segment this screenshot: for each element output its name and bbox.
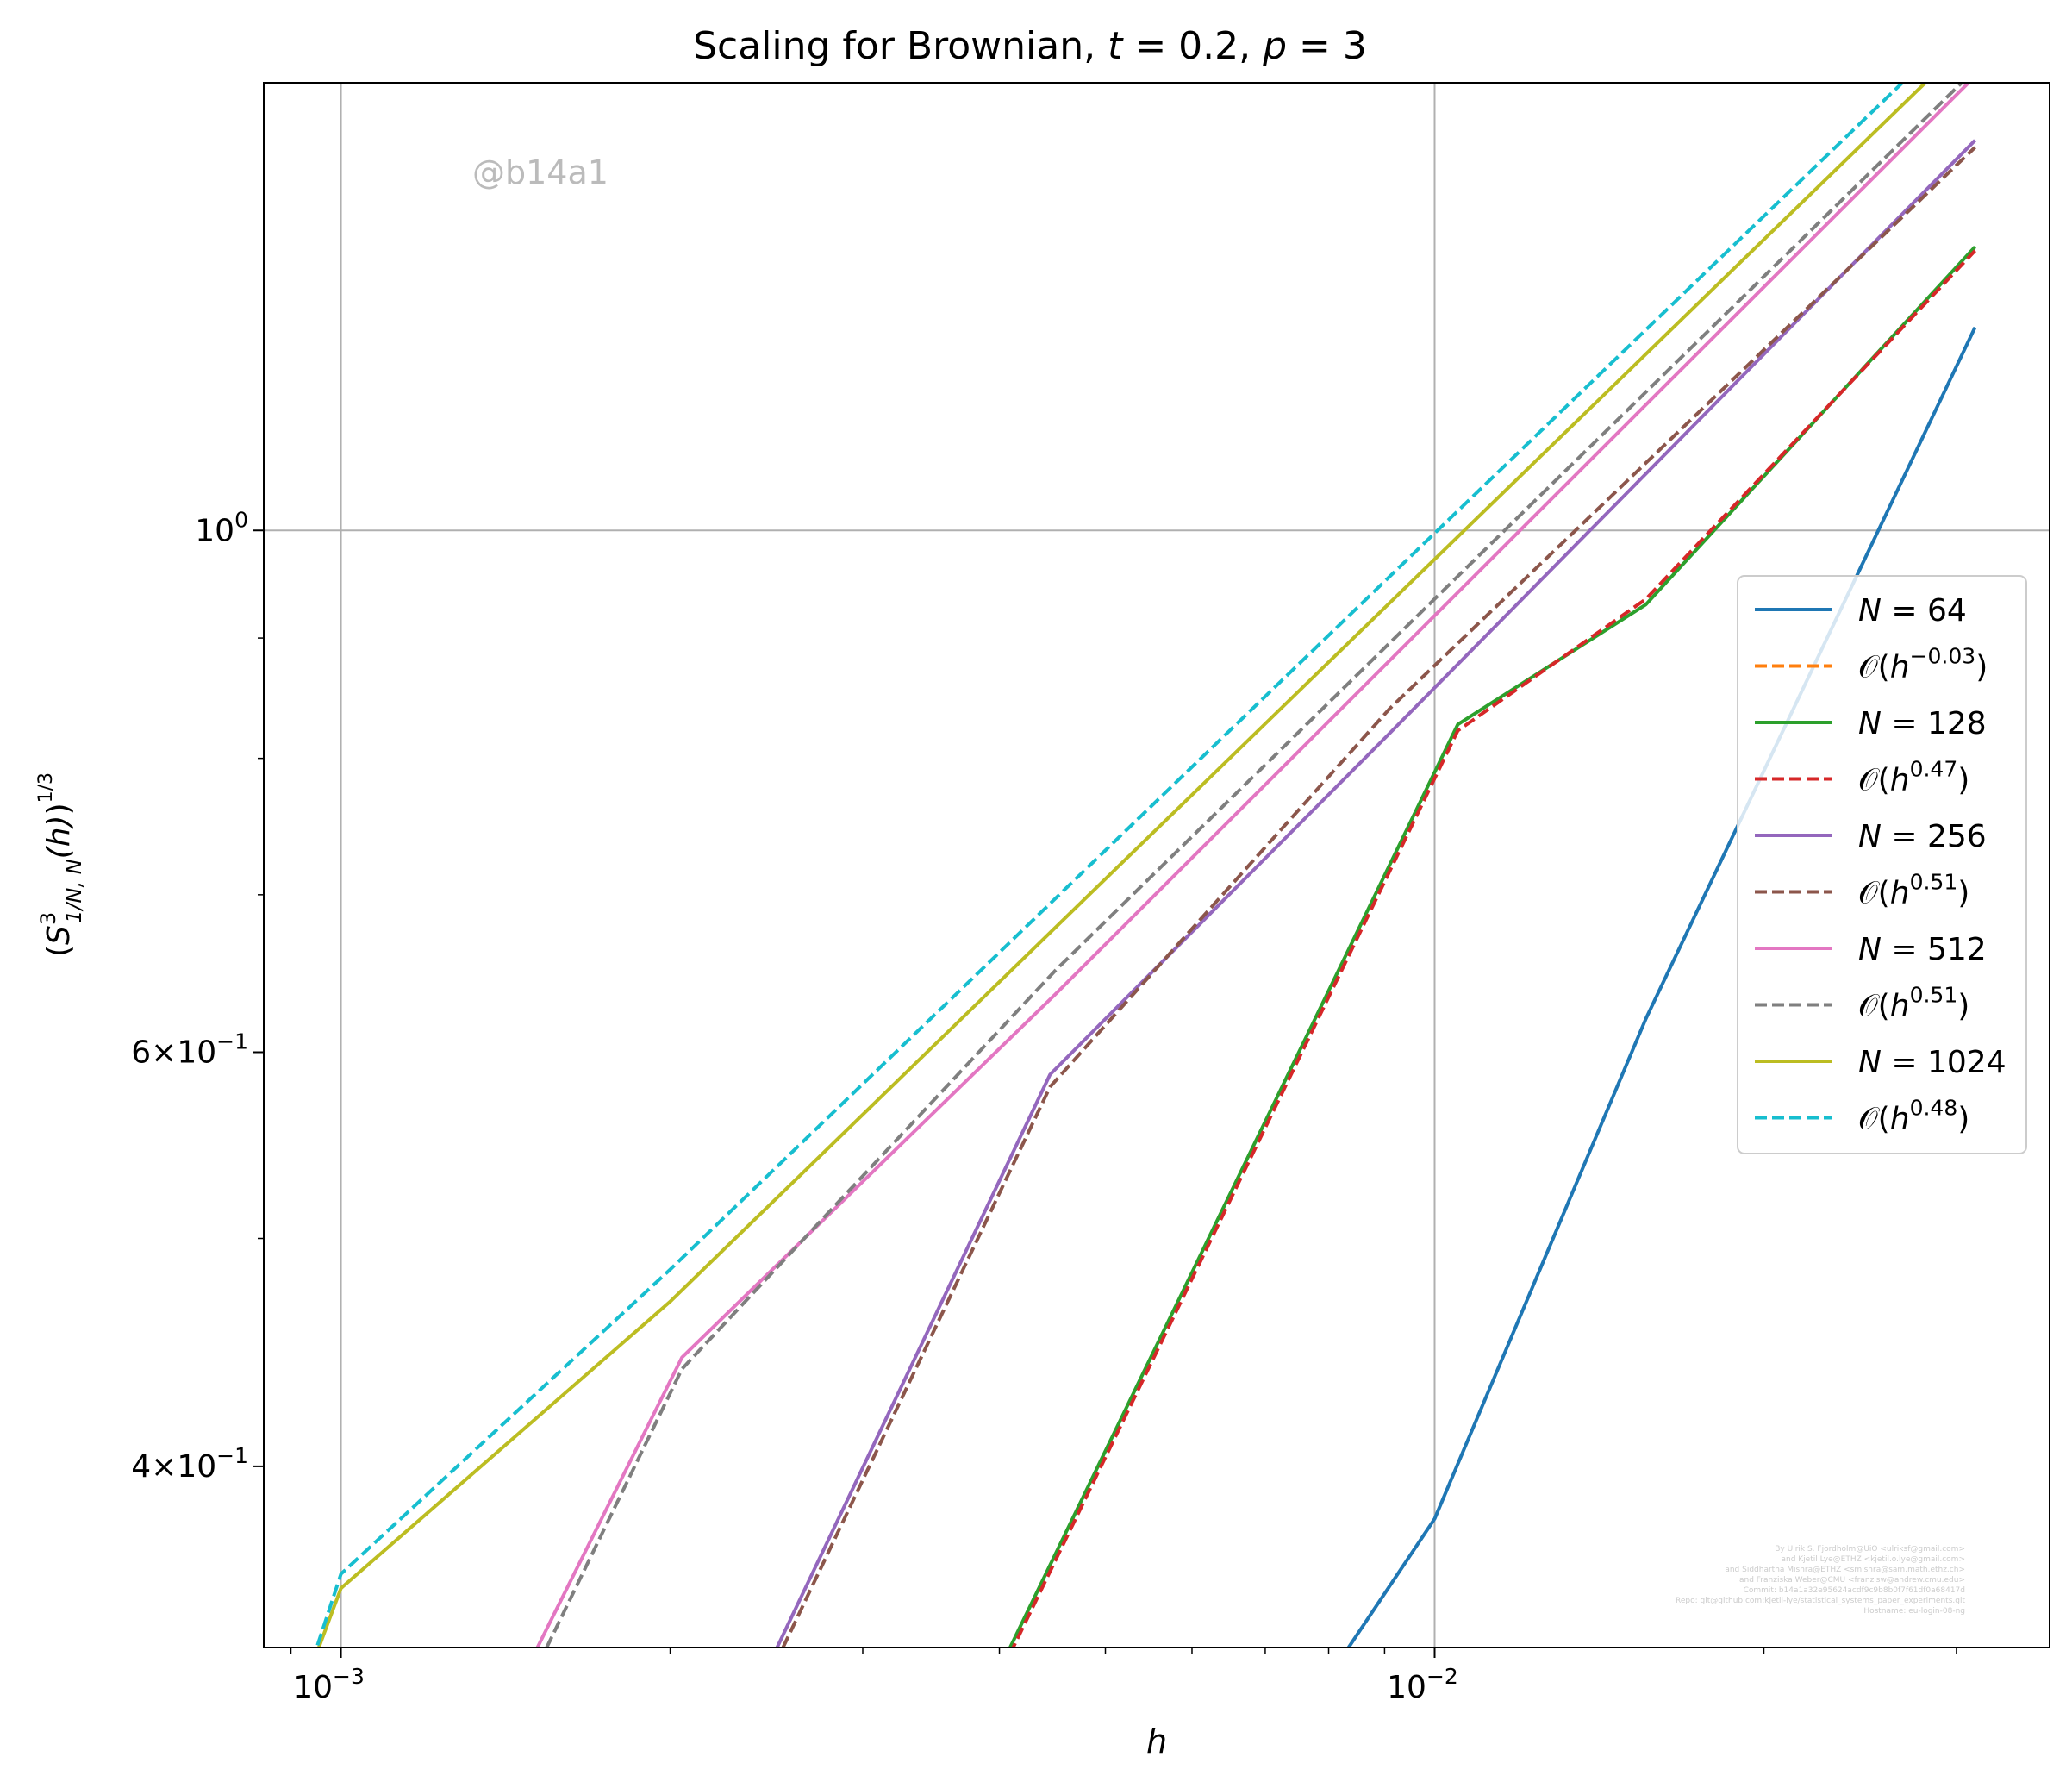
y-tick-label: 100 xyxy=(195,507,248,548)
legend-label-7: 𝒪(h0.51) xyxy=(1858,983,1969,1024)
credit-line-1: and Kjetil Lye@ETHZ <kjetil.o.lye@gmail.… xyxy=(1781,1555,1965,1564)
credit-line-5: Repo: git@github.com:kjetil-lye/statisti… xyxy=(1676,1597,1965,1605)
series-line-4 xyxy=(775,139,1976,1648)
series-line-5 xyxy=(781,146,1976,1648)
x-tick-label: 10−3 xyxy=(293,1664,365,1705)
legend: N = 64 𝒪(h−0.03) N = 128 𝒪(h0.47) N = 256 𝒪(h… xyxy=(1737,575,2027,1154)
legend-frame xyxy=(1737,575,2027,1154)
series-line-8 xyxy=(316,83,1928,1648)
legend-label-6: N = 512 xyxy=(1858,932,1987,967)
series-group xyxy=(315,83,1977,1648)
y-tick-label: 4×10−1 xyxy=(131,1443,248,1485)
legend-label-9: 𝒪(h0.48) xyxy=(1858,1096,1969,1137)
y-tick-label: 6×10−1 xyxy=(131,1029,248,1070)
credit-line-6: Hostname: eu-login-08-ng xyxy=(1863,1607,1965,1616)
ticks: 10−3 10−2 100 6×10−1 4×10−1 xyxy=(131,507,1957,1705)
y-axis-label: (S31/N, N(h))1/3 xyxy=(35,772,86,957)
grid xyxy=(264,83,2050,1648)
series-line-6 xyxy=(535,83,1971,1648)
legend-label-0: N = 64 xyxy=(1858,593,1967,628)
x-axis-label: h xyxy=(1146,1723,1167,1760)
credit-line-2: and Siddhartha Mishra@ETHZ <smishra@sam.… xyxy=(1725,1566,1965,1574)
series-line-9 xyxy=(315,83,1906,1648)
chart-title: Scaling for Brownian, t = 0.2, p = 3 xyxy=(693,24,1367,68)
x-tick-label: 10−2 xyxy=(1387,1664,1458,1705)
credits: By Ulrik S. Fjordholm@UiO <ulriksf@gmail… xyxy=(1676,1545,1965,1616)
plot-frame xyxy=(263,82,2050,1648)
legend-label-4: N = 256 xyxy=(1858,819,1987,854)
credit-line-3: and Franziska Weber@CMU <franzisw@andrew… xyxy=(1739,1576,1965,1585)
watermark-text: @b14a1 xyxy=(472,153,608,191)
credit-line-4: Commit: b14a1a32e95624acdf9c9b8b0f7f61df… xyxy=(1744,1586,1965,1595)
credit-line-0: By Ulrik S. Fjordholm@UiO <ulriksf@gmail… xyxy=(1775,1545,1965,1554)
legend-label-3: 𝒪(h0.47) xyxy=(1858,757,1969,798)
legend-label-1: 𝒪(h−0.03) xyxy=(1858,644,1988,685)
legend-label-5: 𝒪(h0.51) xyxy=(1858,870,1969,911)
series-line-3 xyxy=(1011,249,1976,1648)
legend-label-2: N = 128 xyxy=(1858,706,1987,741)
series-layer xyxy=(315,83,1977,1648)
legend-label-8: N = 1024 xyxy=(1858,1045,2006,1080)
series-line-7 xyxy=(545,83,1964,1648)
